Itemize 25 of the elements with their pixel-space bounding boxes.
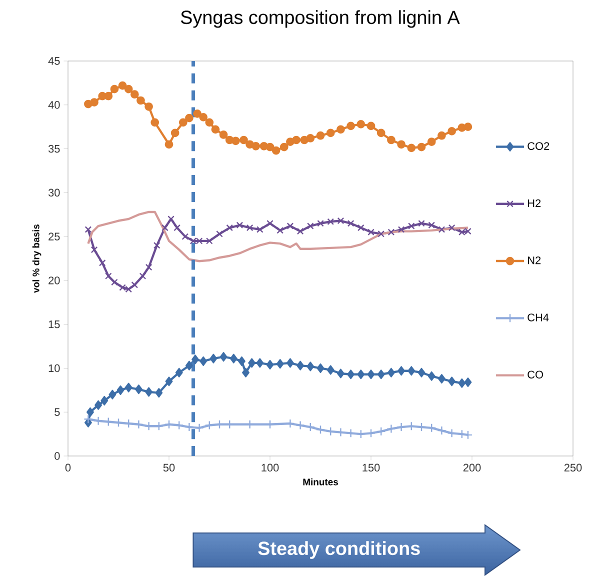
x-tick-label: 0: [65, 464, 71, 472]
x-axis-title: Minutes: [303, 478, 338, 486]
y-tick-label: 5: [54, 408, 60, 416]
legend-label: CO: [528, 370, 544, 378]
y-tick-label: 35: [48, 144, 60, 153]
y-tick-label: 30: [48, 188, 60, 197]
legend-label: N2: [528, 256, 541, 264]
legend-label: CO2: [528, 142, 550, 150]
x-tick-label: 100: [262, 464, 279, 472]
y-tick-label: 10: [48, 364, 60, 372]
y-tick-label: 40: [48, 101, 60, 109]
text: Steady conditions: [258, 541, 420, 559]
y-tick-label: 20: [48, 276, 60, 284]
chart-title: Syngas composition from lignin A: [180, 10, 460, 28]
x-tick-label: 150: [362, 464, 380, 472]
x-tick-label: 200: [463, 464, 481, 472]
x-tick-label: 50: [163, 464, 175, 472]
y-tick-label: 15: [48, 320, 60, 328]
y-axis-title: vol % dry basis: [32, 224, 42, 293]
legend-label: H2: [528, 199, 541, 207]
y-tick-label: 25: [48, 232, 60, 240]
y-tick-label: 0: [54, 452, 60, 460]
legend-label: CH4: [528, 314, 549, 322]
x-tick-label: 250: [564, 464, 582, 472]
y-tick-label: 45: [48, 57, 60, 65]
